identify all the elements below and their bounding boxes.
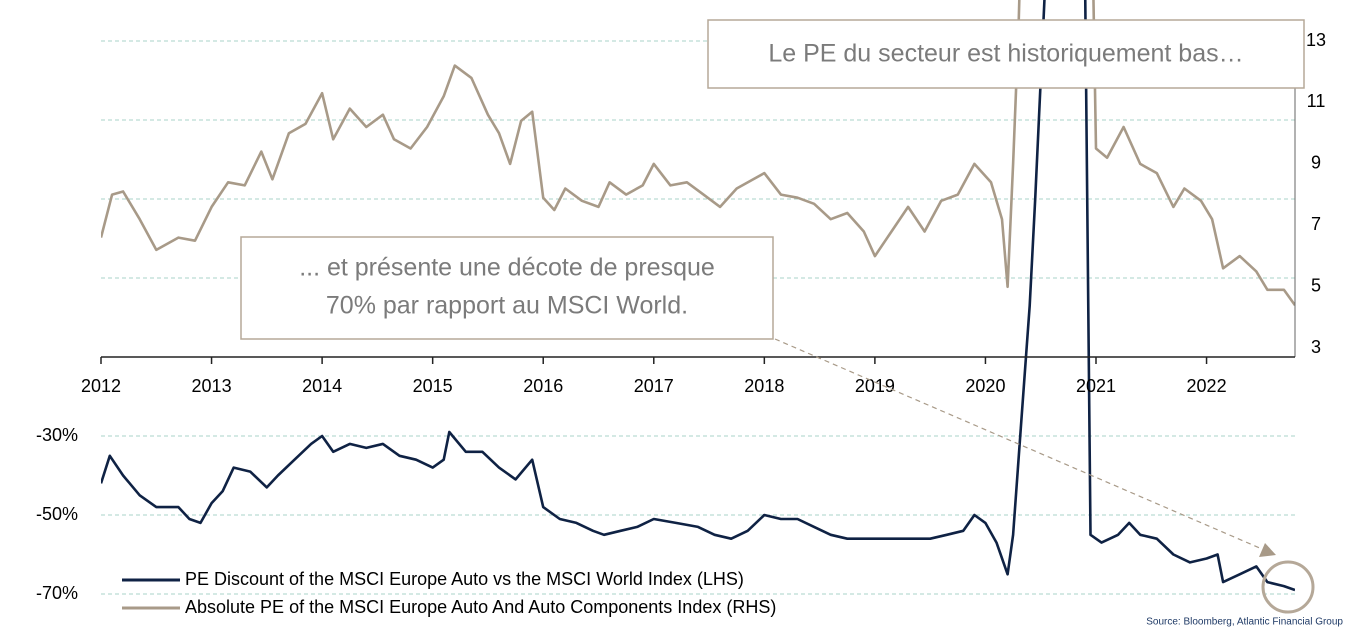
y2-tick-label: 3 bbox=[1311, 337, 1321, 357]
y2-tick-label: 11 bbox=[1307, 91, 1326, 111]
axes: -70% -50% -30% 3 5 7 9 11 13 2012 2013 2014 2015 2016… bbox=[36, 20, 1326, 617]
series-line bbox=[101, 0, 1295, 592]
y2-tick-label: 9 bbox=[1311, 153, 1321, 173]
arrow bbox=[774, 338, 1263, 550]
plot-lines bbox=[101, 0, 1295, 592]
x-tick-label: 2019 bbox=[855, 376, 895, 396]
x-tick-label: 2017 bbox=[634, 376, 674, 396]
x-tick-label: 2021 bbox=[1076, 376, 1116, 396]
x-tick-label: 2016 bbox=[523, 376, 563, 396]
y-tick-label: -50% bbox=[36, 504, 78, 524]
annotation: 70% par rapport au MSCI World. bbox=[326, 292, 688, 320]
y2-tick-label: 13 bbox=[1306, 30, 1326, 50]
annotation: ... et présente une décote de presque bbox=[299, 254, 715, 282]
series-line bbox=[101, 0, 1295, 306]
arrow-head bbox=[1259, 543, 1276, 557]
legend-label: PE Discount of the MSCI Europe Auto vs t… bbox=[185, 569, 744, 589]
annotation-box bbox=[240, 236, 774, 340]
y-tick-label: -30% bbox=[36, 425, 78, 445]
x-tick-label: 2012 bbox=[81, 376, 121, 396]
y2-tick-label: 7 bbox=[1311, 214, 1321, 234]
x-tick-label: 2020 bbox=[965, 376, 1005, 396]
x-tick-label: 2015 bbox=[413, 376, 453, 396]
highlight-circle bbox=[1261, 560, 1315, 614]
annotation-box bbox=[707, 19, 1305, 89]
x-tick-label: 2018 bbox=[744, 376, 784, 396]
x-tick-label: 2014 bbox=[302, 376, 342, 396]
legend-label: Absolute PE of the MSCI Europe Auto And … bbox=[185, 597, 776, 617]
y-tick-label: -70% bbox=[36, 583, 78, 603]
x-tick-label: 2022 bbox=[1187, 376, 1227, 396]
source: Source: Bloomberg, Atlantic Financial Gr… bbox=[1146, 617, 1343, 628]
y2-tick-label: 5 bbox=[1311, 276, 1321, 296]
annotation: Le PE du secteur est historiquement bas… bbox=[768, 40, 1243, 68]
x-tick-label: 2013 bbox=[192, 376, 232, 396]
